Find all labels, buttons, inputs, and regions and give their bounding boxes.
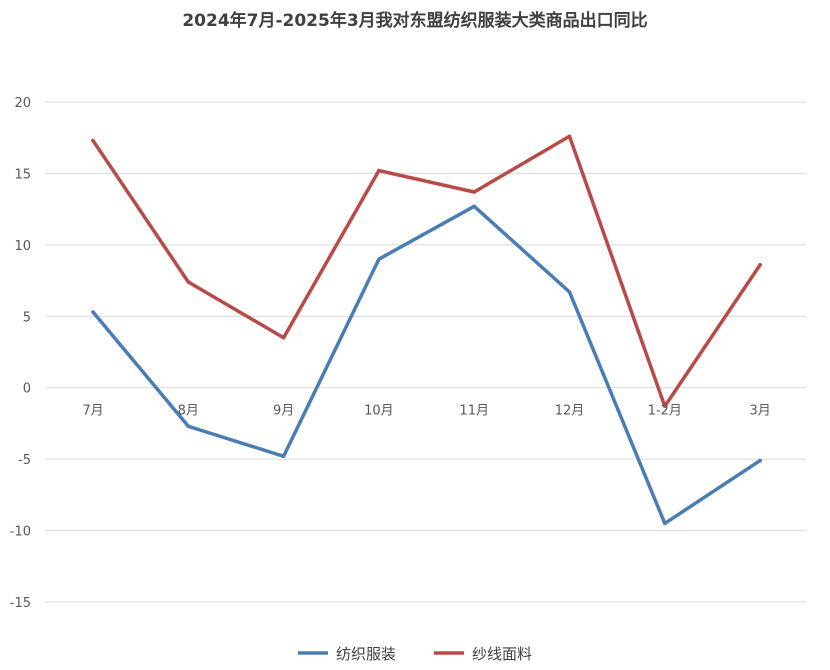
y-tick-label: -5 [18, 453, 31, 468]
data-point [663, 404, 667, 409]
data-point [377, 257, 381, 261]
x-tick-label: 9月 [273, 404, 294, 419]
data-point [186, 280, 191, 284]
gridlines [45, 101, 806, 603]
y-tick-label: 0 [23, 382, 31, 397]
data-point [758, 458, 762, 463]
x-tick-label: 11月 [459, 404, 489, 419]
legend: 纺织服装 纱线面料 [298, 645, 532, 663]
y-tick-label: 20 [14, 96, 31, 111]
x-tick-label: 7月 [82, 404, 103, 419]
x-axis-ticks: 7月 8月 9月 10月 11月 12月 1-2月 3月 [82, 404, 770, 419]
y-tick-label: -15 [10, 596, 31, 611]
legend-label: 纺织服装 [336, 645, 396, 663]
series-group [91, 134, 762, 526]
y-tick-label: -10 [10, 525, 31, 540]
data-point [91, 138, 95, 143]
x-tick-label: 8月 [178, 404, 199, 419]
data-point [472, 204, 477, 209]
data-point [186, 424, 191, 429]
chart-title: 2024年7月-2025年3月我对东盟纺织服装大类商品出口同比 [182, 11, 648, 31]
data-point [663, 521, 667, 526]
y-tick-label: 5 [23, 310, 31, 325]
x-tick-label: 10月 [364, 404, 394, 419]
series-line-1 [91, 134, 762, 409]
data-point [758, 263, 762, 267]
data-point [567, 134, 572, 139]
series-line-0 [91, 204, 762, 526]
data-point [281, 335, 286, 340]
x-tick-label: 3月 [749, 404, 770, 419]
x-tick-label: 12月 [555, 404, 585, 419]
y-tick-label: 15 [14, 167, 31, 182]
legend-label: 纱线面料 [472, 645, 532, 663]
data-point [567, 290, 572, 294]
data-point [377, 168, 381, 173]
data-point [472, 190, 477, 194]
data-point [281, 454, 286, 459]
x-tick-label: 1-2月 [648, 404, 682, 419]
data-point [91, 310, 95, 314]
y-tick-label: 10 [14, 239, 31, 254]
y-axis-ticks: 20 15 10 5 0 -5 -10 -15 [10, 96, 31, 611]
